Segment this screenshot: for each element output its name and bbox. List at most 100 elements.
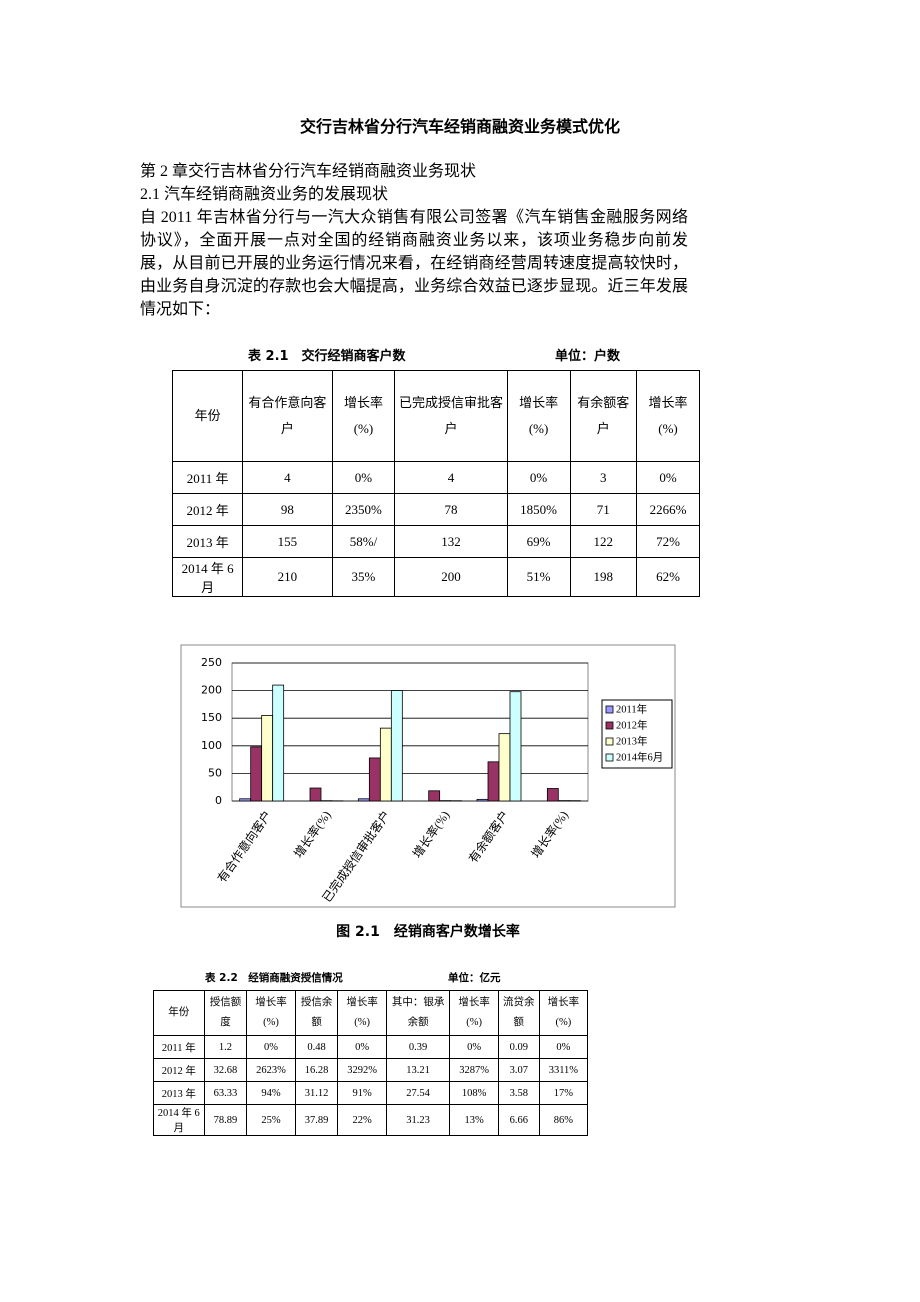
table-row: 2012 年 32.68 2623% 16.28 3292% 13.21 3287% 3.07…: [153, 1058, 589, 1082]
table-row: 2014 年 6 月 210 35% 200 51% 198 62%: [171, 557, 700, 597]
y-tick-label: 100: [201, 739, 222, 752]
legend-swatch: [605, 737, 614, 746]
header-cell: 其中：银承余额: [385, 990, 451, 1036]
doc-title: 交行吉林省分行汽车经销商融资业务模式优化: [299, 117, 620, 136]
table-cell: 6.66: [497, 1104, 540, 1136]
table-cell: 37.89: [294, 1104, 339, 1136]
bar: [509, 691, 522, 802]
table-cell: 13%: [449, 1104, 499, 1136]
table-cell: 2011 年: [153, 1035, 205, 1059]
header-cell: 授信额度: [203, 990, 248, 1036]
bar: [498, 733, 511, 802]
table-cell: 210: [242, 557, 333, 597]
plot-area: [231, 662, 589, 802]
table-row: 2011 年 1.2 0% 0.48 0% 0.39 0% 0.09 0%: [153, 1035, 589, 1059]
bar: [546, 788, 559, 802]
bar: [487, 761, 500, 802]
header-cell: 增长率(%): [449, 990, 499, 1036]
legend-label: 2013年: [616, 734, 648, 747]
table-cell: 3: [569, 461, 638, 494]
table-cell: 51%: [506, 557, 571, 597]
table-cell: 2014 年 6 月: [171, 557, 244, 597]
table-unit: 单位：户数: [555, 349, 621, 364]
table-cell: 3.58: [497, 1081, 540, 1105]
y-tick-label: 50: [208, 766, 222, 779]
table-cell: 31.12: [294, 1081, 339, 1105]
table-cell: 200: [394, 557, 508, 597]
table-cell: 32.68: [203, 1058, 248, 1082]
table-cell: 0%: [538, 1035, 589, 1059]
table-row: 2013 年 155 58%/132 69% 122 72%: [171, 525, 700, 558]
table-cell: 108%: [449, 1081, 499, 1105]
body: 第 2 章交行吉林省分行汽车经销商融资业务现状 2.1 汽车经销商融资业务的发展…: [140, 160, 688, 321]
table-cell: 17%: [538, 1081, 589, 1105]
table-cell: 3287%: [449, 1058, 499, 1082]
legend-label: 2014年6月: [616, 750, 663, 763]
legend-label: 2012年: [616, 718, 648, 731]
legend-box: [601, 699, 673, 769]
y-tick-label: 250: [201, 656, 222, 669]
table-cell: 0%: [331, 461, 396, 494]
header-cell: 增长率(%): [506, 370, 571, 462]
table-cell: 22%: [337, 1104, 387, 1136]
table-cell: 71: [569, 493, 638, 526]
bar: [368, 757, 381, 802]
table-caption: 表 2.2 经销商融资授信情况: [205, 972, 343, 984]
table-cell: 0%: [449, 1035, 499, 1059]
table-cell: 78: [394, 493, 508, 526]
table-cell: 86%: [538, 1104, 589, 1136]
table-cell: 62%: [636, 557, 700, 597]
table-cell: 31.23: [385, 1104, 451, 1136]
table-cell: 4: [394, 461, 508, 494]
header-cell: 增长率(%): [538, 990, 589, 1036]
table-cell: 16.28: [294, 1058, 339, 1082]
header-cell: 增长率(%): [246, 990, 296, 1036]
table-cell: 2011 年: [171, 461, 244, 494]
table-cell: 2623%: [246, 1058, 296, 1082]
bar: [390, 690, 403, 802]
table-cell: 4: [242, 461, 333, 494]
table-row: 年份 授信额度 增长率(%) 授信余额 增长率(%) 其中：银承余额 增长率(%) 流贷余额增…: [153, 990, 589, 1036]
table-unit: 单位：亿元: [448, 972, 501, 984]
table-cell: 25%: [246, 1104, 296, 1136]
header-cell: 年份: [153, 990, 205, 1036]
table-row: 2013 年 63.33 94% 31.12 91% 27.54 108% 3.58 17%: [153, 1081, 589, 1105]
table-cell: 2013 年: [153, 1081, 205, 1105]
y-tick-label: 150: [201, 711, 222, 724]
table-cell: 122: [569, 525, 638, 558]
table-row: 2011 年 4 0% 4 0% 3 0%: [171, 461, 700, 494]
y-tick-label: 0: [215, 794, 222, 807]
table-cell: 132: [394, 525, 508, 558]
table-cell: 94%: [246, 1081, 296, 1105]
legend-swatch: [605, 753, 614, 762]
header-cell: 授信余额: [294, 990, 339, 1036]
table-cell: 0%: [636, 461, 700, 494]
table-cell: 63.33: [203, 1081, 248, 1105]
header-cell: 增长率(%): [331, 370, 396, 462]
chapter-heading: 第 2 章交行吉林省分行汽车经销商融资业务现状: [140, 163, 477, 180]
table-cell: 0%: [246, 1035, 296, 1059]
bar: [428, 790, 441, 802]
bar: [250, 746, 263, 802]
table-cell: 2012 年: [171, 493, 244, 526]
header-cell: 增长率(%): [337, 990, 387, 1036]
table-cell: 0.09: [497, 1035, 540, 1059]
table: 年份 授信额度 增长率(%) 授信余额 增长率(%) 其中：银承余额 增长率(%) 流贷余额增…: [153, 990, 589, 1136]
table-cell: 3.07: [497, 1058, 540, 1082]
table-cell: 3292%: [337, 1058, 387, 1082]
table-cell: 69%: [506, 525, 571, 558]
table-cell: 2012 年: [153, 1058, 205, 1082]
bar: [261, 715, 274, 802]
table-caption: 表 2.1 交行经销商客户数: [248, 349, 406, 364]
legend-swatch: [605, 705, 614, 714]
y-tick-label: 200: [201, 684, 222, 697]
header-cell: 增长率(%): [636, 370, 700, 462]
table-cell: 13.21: [385, 1058, 451, 1082]
bar: [357, 798, 370, 802]
bar: [476, 798, 489, 802]
table-cell: 91%: [337, 1081, 387, 1105]
table-cell: 27.54: [385, 1081, 451, 1105]
paragraph: 自 2011 年吉林省分行与一汽大众销售有限公司签署《汽车销售金融服务网络协议》…: [140, 209, 688, 318]
table-cell: 3311%: [538, 1058, 589, 1082]
